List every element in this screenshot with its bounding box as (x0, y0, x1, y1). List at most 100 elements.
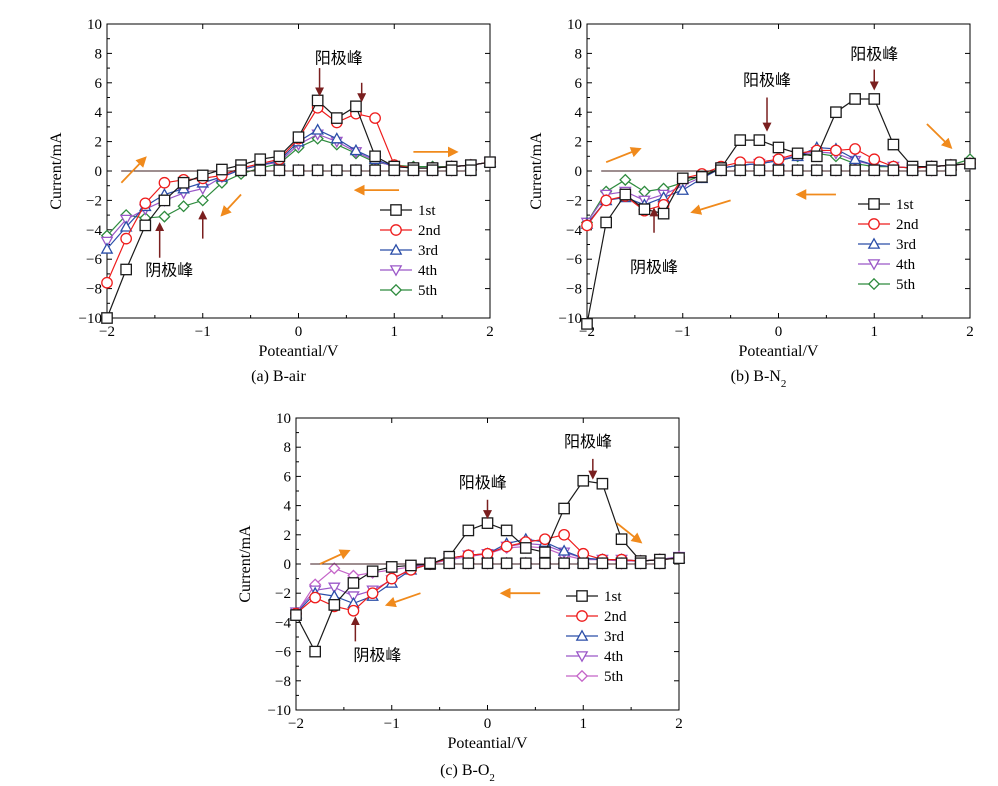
return-point-1st (254, 164, 267, 177)
data-point-2nd (849, 143, 861, 155)
data-point-1st (330, 112, 343, 124)
legend-marker (867, 277, 881, 291)
x-tick-label: 0 (484, 716, 492, 732)
y-tick-label: −6 (566, 252, 582, 268)
legend: 1st 2nd 3rd 4th 5th (380, 203, 441, 299)
data-point-5th (196, 194, 209, 207)
peak-annotation: 阴极峰 (353, 645, 401, 664)
data-point-1st (177, 176, 190, 189)
y-tick-label: 8 (575, 46, 583, 62)
y-tick-label: −2 (86, 193, 102, 209)
legend-label-5th: 5th (418, 283, 438, 299)
data-point-1st (500, 524, 513, 537)
data-point-3rd (119, 220, 133, 232)
data-point-1st (887, 138, 900, 151)
series-1st (581, 93, 976, 330)
data-point-2nd (600, 194, 613, 207)
y-tick-label: −2 (566, 193, 582, 209)
return-point-1st (462, 557, 475, 570)
panel-caption: (c) B-O2 (440, 762, 495, 784)
data-point-2nd (369, 112, 381, 124)
legend-marker (389, 243, 403, 255)
data-point-5th (158, 210, 171, 223)
data-point-2nd (309, 591, 321, 604)
legend-marker (390, 204, 402, 216)
data-point-2nd (558, 528, 570, 541)
data-point-5th (328, 562, 341, 575)
legend-label-5th: 5th (604, 669, 624, 685)
data-point-1st (964, 157, 976, 170)
x-tick-label: −2 (288, 716, 304, 732)
peak-annotation: 阳极峰 (743, 71, 791, 90)
series-1st (101, 94, 496, 324)
data-point-1st (868, 93, 881, 105)
y-tick-label: −8 (275, 674, 291, 690)
data-point-1st (615, 533, 628, 546)
data-point-2nd (158, 176, 171, 189)
return-point-1st (558, 557, 570, 570)
data-point-1st (596, 477, 609, 490)
x-tick-label: 2 (966, 324, 974, 340)
y-tick-label: 2 (95, 135, 103, 151)
data-point-1st (309, 645, 322, 658)
data-point-2nd (772, 153, 785, 166)
data-point-1st (196, 169, 209, 182)
return-point-1st (388, 164, 401, 177)
return-point-1st (868, 164, 881, 177)
return-point-1st (330, 164, 343, 177)
data-point-3rd (557, 544, 571, 556)
return-point-1st (350, 164, 362, 177)
x-tick-label: 1 (580, 716, 588, 732)
legend: 1st 2nd 3rd 4th 5th (858, 197, 919, 293)
legend-marker (867, 259, 881, 271)
x-tick-label: −2 (99, 324, 115, 340)
data-point-1st (366, 565, 379, 578)
data-point-3rd (100, 242, 114, 254)
y-tick-label: −8 (86, 282, 102, 298)
data-point-1st (539, 546, 551, 559)
x-tick-label: 0 (295, 324, 303, 340)
legend-marker (868, 198, 880, 210)
return-point-1st (292, 164, 305, 177)
legend-marker (575, 629, 589, 641)
scan-direction-arrow (616, 522, 643, 544)
data-point-3rd (676, 183, 690, 195)
y-tick-label: 10 (276, 411, 291, 427)
legend-marker (390, 224, 402, 236)
data-point-2nd (830, 144, 842, 157)
data-point-5th (177, 200, 190, 213)
peak-annotation: 阳极峰 (315, 49, 363, 68)
data-point-1st (405, 559, 417, 572)
return-point-1st (772, 164, 785, 177)
y-tick-label: −10 (268, 703, 291, 719)
legend-label-1st: 1st (604, 589, 622, 605)
peak-annotation: 阳极峰 (850, 44, 898, 63)
y-tick-label: −6 (86, 252, 102, 268)
data-point-2nd (868, 153, 881, 166)
scan-direction-arrow (690, 199, 731, 215)
data-point-1st (462, 524, 475, 537)
data-point-2nd (120, 232, 133, 245)
data-point-1st (158, 194, 171, 207)
x-tick-label: −1 (384, 716, 400, 732)
return-point-1st (945, 164, 957, 177)
return-point-1st (500, 557, 513, 570)
return-point-1st (715, 164, 727, 177)
caption-subscript: 2 (489, 772, 495, 784)
x-tick-label: −1 (675, 324, 691, 340)
return-point-1st (734, 164, 747, 177)
data-point-1st (638, 203, 651, 216)
x-axis-label: Poteantial/V (448, 735, 528, 752)
return-point-1st (791, 164, 804, 177)
return-point-1st (464, 164, 477, 177)
data-point-3rd (330, 132, 344, 144)
return-point-1st (519, 557, 532, 570)
return-point-1st (369, 164, 381, 177)
data-point-1st (577, 474, 590, 487)
return-point-1st (596, 557, 609, 570)
data-point-5th (619, 173, 632, 186)
return-point-1st (539, 557, 551, 570)
return-point-1st (654, 557, 666, 570)
